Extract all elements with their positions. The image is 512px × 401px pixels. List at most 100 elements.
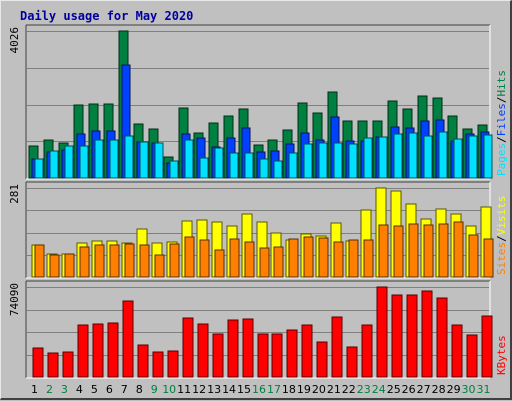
- bar-sites-day-3: [64, 253, 75, 278]
- bar-kbytes-day-13: [212, 333, 224, 378]
- bar-pages-day-16: [259, 158, 269, 179]
- bar-kbytes-day-28: [436, 297, 448, 378]
- day-label-22: 22: [342, 383, 356, 396]
- bar-sites-day-22: [348, 239, 359, 278]
- day-label-12: 12: [192, 383, 206, 396]
- legend-part-3: /: [495, 97, 508, 104]
- panel-bottom-legend: KBytes: [495, 335, 508, 375]
- day-label-29: 29: [447, 383, 461, 396]
- bar-kbytes-day-20: [316, 341, 328, 378]
- bar-pages-day-1: [34, 158, 44, 179]
- bar-kbytes-day-7: [122, 300, 134, 378]
- legend-part-1: /: [495, 235, 508, 242]
- bar-kbytes-day-27: [421, 290, 433, 378]
- bar-pages-day-5: [94, 139, 104, 179]
- bar-pages-day-30: [468, 135, 478, 179]
- day-label-21: 21: [327, 383, 341, 396]
- series-kbytes: [32, 286, 493, 378]
- bar-sites-day-16: [259, 247, 270, 278]
- bar-sites-day-5: [94, 244, 105, 278]
- bar-sites-day-26: [408, 223, 419, 278]
- bar-sites-day-2: [49, 254, 60, 278]
- bar-kbytes-day-8: [137, 344, 149, 378]
- legend-part-0: Pages: [495, 143, 508, 176]
- bar-pages-day-26: [408, 132, 418, 179]
- bar-kbytes-day-9: [152, 351, 164, 378]
- bar-pages-day-11: [184, 139, 194, 179]
- bar-pages-day-6: [109, 139, 119, 179]
- bar-sites-day-11: [184, 236, 195, 278]
- bar-sites-day-1: [34, 244, 45, 278]
- day-label-26: 26: [402, 383, 416, 396]
- day-label-25: 25: [387, 383, 401, 396]
- day-label-11: 11: [177, 383, 191, 396]
- bar-kbytes-day-26: [406, 294, 418, 378]
- day-label-28: 28: [432, 383, 446, 396]
- bar-pages-day-2: [49, 150, 59, 179]
- panel-bottom: 74090 KBytes: [8, 280, 508, 379]
- bar-pages-day-20: [318, 142, 328, 179]
- bar-sites-day-31: [483, 238, 494, 278]
- bar-pages-day-21: [333, 142, 343, 179]
- bar-kbytes-day-3: [62, 351, 74, 378]
- bar-kbytes-day-22: [346, 346, 358, 378]
- bar-sites-day-10: [169, 243, 180, 278]
- bar-sites-day-7: [124, 243, 135, 278]
- bar-sites-day-28: [438, 223, 449, 278]
- chart-panels: 4026Pages/Files/Hits281Sites/Visits74090…: [8, 24, 508, 379]
- bar-pages-day-14: [229, 152, 239, 179]
- bar-kbytes-day-21: [331, 316, 343, 378]
- bar-kbytes-day-24: [376, 286, 388, 378]
- day-label-7: 7: [121, 383, 128, 396]
- bar-pages-day-25: [393, 133, 403, 179]
- bar-kbytes-day-29: [451, 324, 463, 378]
- day-label-23: 23: [357, 383, 371, 396]
- bar-pages-day-19: [303, 143, 313, 179]
- bar-sites-day-21: [333, 241, 344, 278]
- bar-sites-day-14: [229, 238, 240, 278]
- day-label-5: 5: [91, 383, 98, 396]
- bar-kbytes-day-11: [182, 317, 194, 378]
- bar-sites-day-18: [288, 238, 299, 278]
- bar-kbytes-day-4: [77, 324, 89, 378]
- bar-kbytes-day-5: [92, 323, 104, 378]
- series-sites: [34, 221, 494, 278]
- bar-pages-day-12: [199, 157, 209, 179]
- legend-part-0: Sites: [495, 242, 508, 275]
- bar-kbytes-day-15: [242, 318, 254, 378]
- bar-pages-day-10: [169, 160, 179, 179]
- chart-title: Daily usage for May 2020: [20, 9, 193, 23]
- bar-pages-day-22: [348, 143, 358, 179]
- bar-kbytes-day-14: [227, 319, 239, 378]
- day-label-15: 15: [237, 383, 251, 396]
- bar-pages-day-27: [423, 135, 433, 179]
- bar-kbytes-day-12: [197, 323, 209, 378]
- day-label-1: 1: [31, 383, 38, 396]
- bar-pages-day-15: [244, 152, 254, 179]
- panel-middle: 281 Sites/Visits: [8, 181, 508, 279]
- day-label-19: 19: [297, 383, 311, 396]
- bar-pages-day-18: [288, 152, 298, 179]
- day-label-6: 6: [106, 383, 113, 396]
- bar-sites-day-15: [244, 241, 255, 278]
- bar-kbytes-day-23: [361, 324, 373, 378]
- bar-pages-day-8: [139, 141, 149, 179]
- bar-sites-day-19: [303, 236, 314, 278]
- bar-sites-day-27: [423, 224, 434, 278]
- bar-kbytes-day-10: [167, 350, 179, 378]
- legend-part-2: Visits: [495, 196, 508, 236]
- panel-bottom-max-label: 74090: [8, 283, 21, 316]
- day-label-16: 16: [252, 383, 266, 396]
- bar-sites-day-17: [273, 246, 284, 278]
- day-label-31: 31: [477, 383, 491, 396]
- day-label-3: 3: [61, 383, 68, 396]
- day-label-9: 9: [151, 383, 158, 396]
- bar-sites-day-9: [154, 254, 165, 278]
- bar-pages-day-23: [363, 137, 373, 179]
- day-label-2: 2: [46, 383, 53, 396]
- day-axis-labels: 1 2 3 4 5 6 7 8 9 10 11 12 13 14 15 16 17 18 19 20 21 22 23 24 2…: [31, 383, 491, 396]
- day-label-4: 4: [76, 383, 83, 396]
- bar-sites-day-8: [139, 244, 150, 278]
